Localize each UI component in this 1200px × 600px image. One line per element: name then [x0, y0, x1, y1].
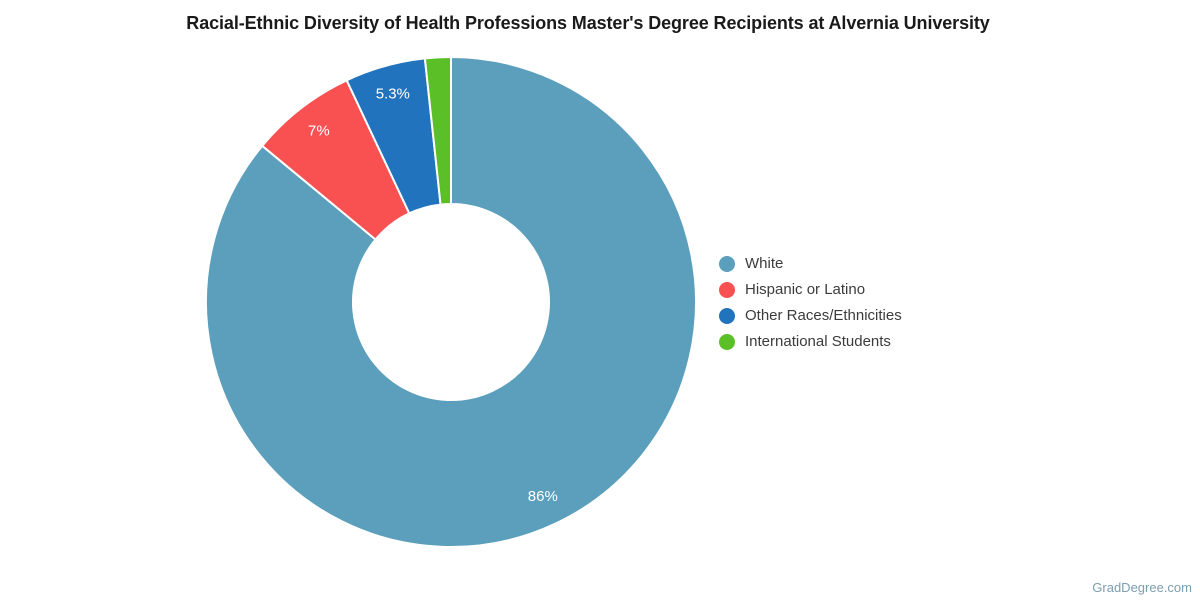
legend-label: White: [745, 255, 784, 272]
slice-data-label: 7%: [308, 123, 330, 140]
legend-item-other-races-ethnicities[interactable]: Other Races/Ethnicities: [719, 303, 902, 329]
legend-swatch: [719, 282, 735, 298]
legend-swatch: [719, 334, 735, 350]
legend-label: Hispanic or Latino: [745, 281, 866, 298]
legend: White Hispanic or Latino Other Races/Eth…: [719, 251, 902, 355]
legend-item-hispanic-or-latino[interactable]: Hispanic or Latino: [719, 277, 902, 303]
watermark: GradDegree.com: [1092, 580, 1192, 595]
legend-swatch: [719, 256, 735, 272]
slice-data-label: 5.3%: [376, 85, 410, 102]
pie-slice-3[interactable]: [423, 56, 452, 206]
legend-label: International Students: [745, 333, 891, 350]
chart-title: Racial-Ethnic Diversity of Health Profes…: [186, 13, 990, 33]
pie-slice-0[interactable]: [204, 56, 697, 548]
legend-item-international-students[interactable]: International Students: [719, 329, 902, 355]
legend-label: Other Races/Ethnicities: [745, 307, 902, 324]
slice-data-label: 86%: [528, 488, 558, 505]
legend-swatch: [719, 308, 735, 324]
legend-item-white[interactable]: White: [719, 251, 902, 277]
